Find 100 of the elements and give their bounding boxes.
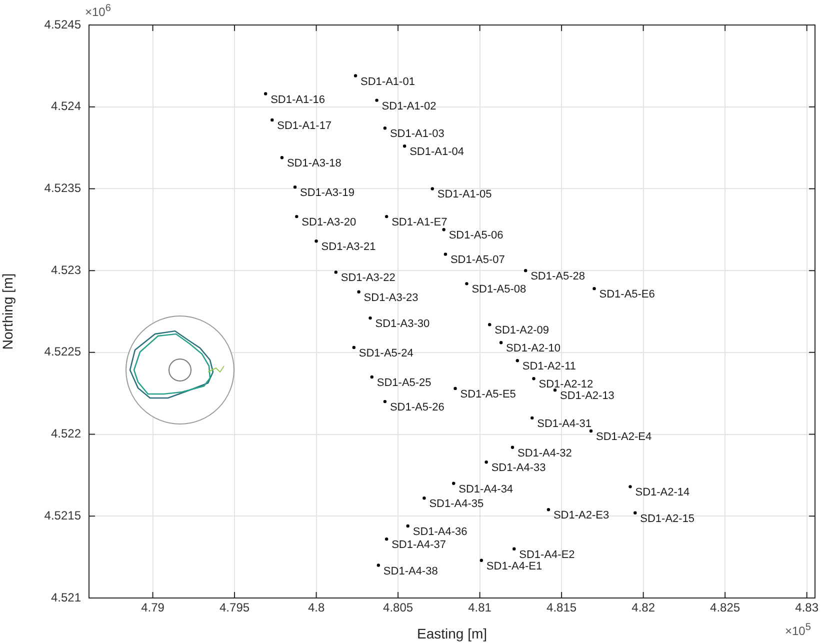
annotation: SD1-A3-19 [300,187,354,200]
point [454,386,457,390]
annotation: SD1-A5-E6 [599,288,655,301]
annotation: SD1-A4-36 [412,526,468,538]
x-tick-label: 4.825 [710,600,740,615]
point [280,156,284,160]
point [383,126,387,130]
point [334,270,338,274]
annotation: SD1-A4-33 [491,462,546,474]
point [499,341,503,344]
point [383,400,387,404]
point [553,388,557,392]
point [589,429,593,433]
point [484,460,488,464]
annotation: SD1-A2-E4 [596,431,652,444]
annotation: SD1-A1-16 [270,94,326,106]
annotation: SD1-A1-17 [277,120,332,132]
annotation: SD1-A2-12 [538,378,594,391]
annotation: SD1-A1-01 [360,76,415,88]
y-tick-label: 4.5235 [44,181,82,196]
point [452,482,456,485]
annotation: SD1-A4-35 [429,498,484,510]
point [264,92,268,96]
annotation: SD1-A3-18 [286,158,342,170]
annotation: SD1-A5-06 [448,230,504,242]
annotation: SD1-A3-20 [302,216,356,229]
annotation: SD1-A3-22 [340,272,396,284]
point [488,322,492,326]
y-tick-label: 4.522 [50,426,82,441]
annotation: SD1-A4-E1 [486,560,542,572]
point [295,214,298,218]
y-tick-label: 4.5245 [44,17,82,32]
x-tick-label: 4.795 [220,600,250,615]
point [444,252,448,256]
annotation: SD1-A1-04 [410,146,464,158]
annotation: SD1-A5-26 [390,402,444,414]
annotation: SD1-A2-15 [640,512,695,525]
point [352,346,356,350]
y-tick-label: 4.5225 [44,344,82,359]
point [314,240,318,243]
annotation: SD1-A5-24 [358,348,414,360]
x-tick-label: 4.815 [546,600,577,615]
annotation: SD1-A1-05 [437,188,492,201]
point [512,547,516,550]
point [634,511,637,514]
point [376,564,380,567]
x-tick-label: 4.82 [632,600,656,615]
annotation: SD1-A1-02 [382,100,436,112]
annotation: SD1-A4-31 [537,418,592,430]
annotation: SD1-A2-E3 [553,510,610,522]
point [465,282,468,286]
point [480,558,484,562]
point [628,485,632,488]
x-tick-label: 4.8 [308,600,325,615]
text: ×10$^{5}$ [785,622,811,638]
annotation: SD1-A3-30 [375,318,430,330]
annotation: SD1-A2-10 [506,342,560,355]
point [532,377,536,380]
point [402,144,406,148]
annotation: SD1-A2-14 [635,486,690,499]
point [592,286,596,290]
annotation: SD1-A3-23 [364,292,418,304]
annotation: SD1-A4-38 [383,565,438,578]
point [370,375,374,379]
y-tick-label: 4.524 [50,99,82,114]
annotation: SD1-A5-25 [376,377,432,390]
point [510,446,514,449]
point [442,228,446,232]
y-tick-label: 4.523 [50,262,82,277]
point [524,268,528,272]
annotation: SD1-A5-E5 [460,388,516,400]
point [546,508,550,512]
annotation: SD1-A1-E7 [392,216,448,229]
x-axis-title: Easting [m] [416,625,488,642]
point [368,316,372,320]
annotation: SD1-A4-37 [392,539,446,552]
point [354,74,358,78]
point [357,290,360,294]
point [384,537,388,541]
annotation: SD1-A1-03 [390,128,444,140]
x-tick-label: 4.83 [795,600,819,615]
point [516,359,520,362]
annotation: SD1-A5-07 [450,254,505,266]
annotation: SD1-A4-E2 [519,548,575,561]
annotation: SD1-A4-32 [518,447,572,460]
point [375,98,378,102]
x-tick-label: 4.79 [141,600,165,615]
annotation: SD1-A2-09 [494,324,550,337]
annotation: SD1-A2-13 [560,390,614,402]
annotation: SD1-A3-21 [321,241,376,254]
point [422,496,426,500]
y-tick-label: 4.521 [50,590,82,604]
point [384,214,388,218]
annotation: SD1-A5-28 [530,270,586,283]
y-axis-title: Northing [m] [0,273,16,350]
y-tick-label: 4.5215 [44,508,82,522]
annotation: SD1-A2-11 [522,360,576,373]
text: ×10$^{6}$ [85,3,111,19]
point [293,185,297,189]
point [406,524,410,528]
